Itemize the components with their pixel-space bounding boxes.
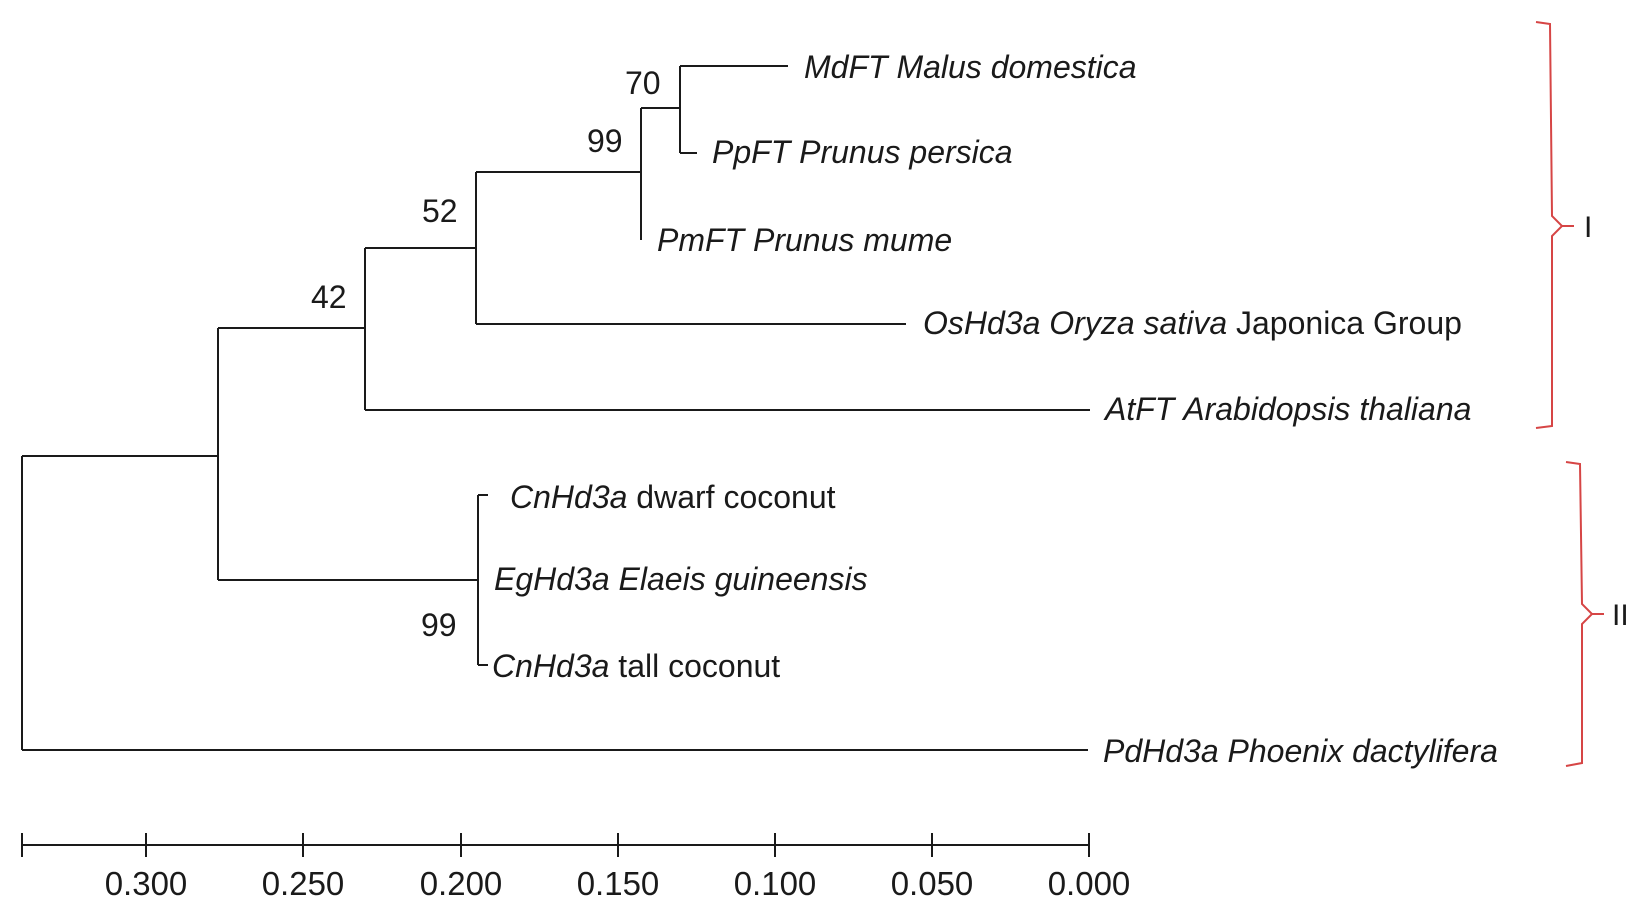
scale-axis: 0.300 0.250 0.200 0.150 0.100 0.050 0.00… bbox=[21, 833, 1131, 902]
taxon-label-cnhd3a-dwarf: CnHd3a dwarf coconut bbox=[510, 479, 836, 515]
taxon-label-atft: AtFT Arabidopsis thaliana bbox=[1103, 391, 1471, 427]
scale-tick-label: 0.300 bbox=[105, 865, 188, 902]
taxon-label-ppft: PpFT Prunus persica bbox=[712, 134, 1013, 170]
scale-tick-label: 0.200 bbox=[420, 865, 503, 902]
bootstrap-node70: 70 bbox=[625, 65, 661, 101]
clade-label-i: I bbox=[1584, 211, 1592, 244]
clade-bracket-ii bbox=[1565, 461, 1594, 767]
scale-tick-label: 0.000 bbox=[1048, 865, 1131, 902]
bootstrap-node52: 52 bbox=[422, 193, 458, 229]
bootstrap-node99a: 99 bbox=[587, 123, 623, 159]
taxon-label-cnhd3a-tall: CnHd3a tall coconut bbox=[492, 648, 780, 684]
scale-tick-label: 0.050 bbox=[891, 865, 974, 902]
bootstrap-values: 70 99 52 42 99 bbox=[311, 65, 661, 643]
taxon-label-mdft: MdFT Malus domestica bbox=[804, 49, 1137, 85]
scale-tick-label: 0.150 bbox=[577, 865, 660, 902]
scale-tick-label: 0.100 bbox=[734, 865, 817, 902]
taxon-label-eghd3a: EgHd3a Elaeis guineensis bbox=[494, 561, 868, 597]
taxon-label-pmft: PmFT Prunus mume bbox=[657, 222, 952, 258]
tree-branches bbox=[21, 65, 1090, 751]
scale-tick-label: 0.250 bbox=[262, 865, 345, 902]
taxon-label-pdhd3a: PdHd3a Phoenix dactylifera bbox=[1103, 733, 1498, 769]
taxon-labels: MdFT Malus domestica PpFT Prunus persica… bbox=[492, 49, 1498, 769]
clade-brackets: I II bbox=[1535, 21, 1629, 767]
bootstrap-node99b: 99 bbox=[421, 607, 457, 643]
bootstrap-node42: 42 bbox=[311, 279, 347, 315]
taxon-label-oshd3a: OsHd3a Oryza sativa Japonica Group bbox=[923, 305, 1462, 341]
clade-bracket-i bbox=[1535, 21, 1564, 429]
clade-label-ii: II bbox=[1612, 599, 1629, 632]
